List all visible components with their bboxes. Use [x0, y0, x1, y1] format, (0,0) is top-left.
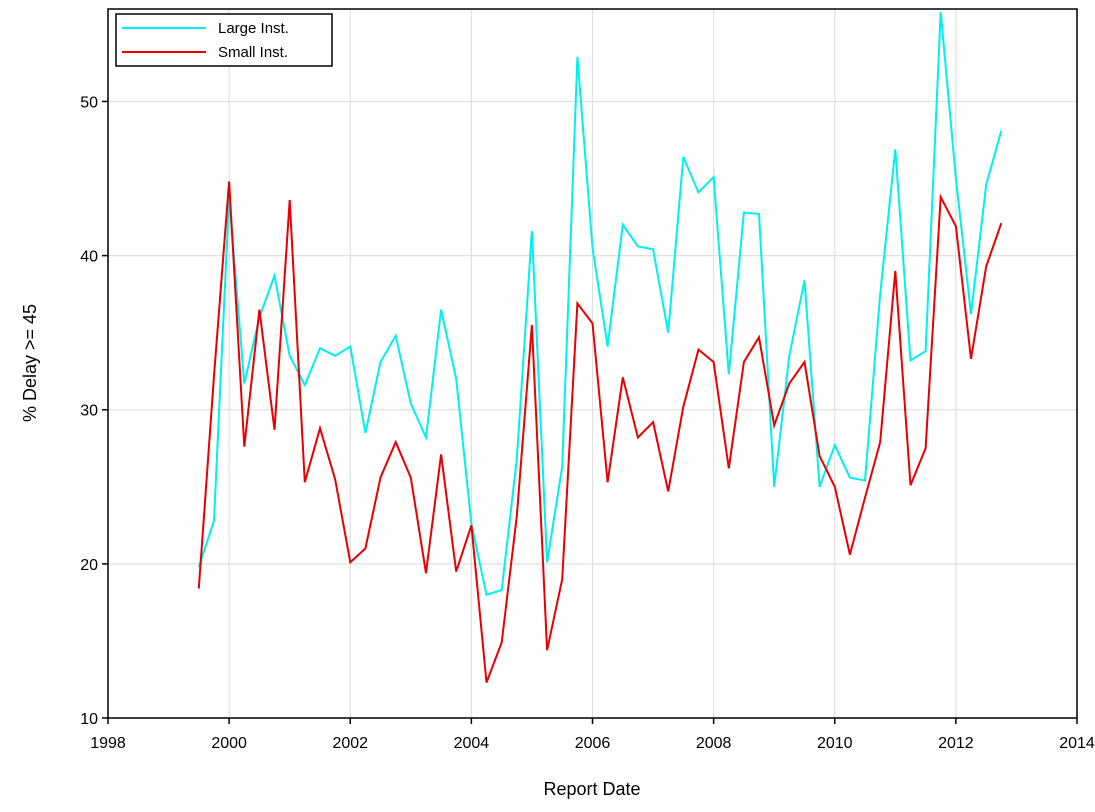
x-tick-label: 2000 [211, 735, 247, 752]
x-tick-label: 2002 [332, 735, 368, 752]
x-tick-label: 2014 [1059, 735, 1095, 752]
x-axis: 1998 2000 2002 2004 2006 2008 2010 2012 2014 [90, 718, 1095, 752]
y-tick-label: 20 [80, 557, 98, 574]
legend: Large Inst. Small Inst. [115, 13, 333, 67]
x-tick-label: 2012 [938, 735, 974, 752]
x-tick-label: 2004 [454, 735, 490, 752]
y-axis: 10 20 30 40 50 [80, 94, 108, 728]
y-tick-label: 10 [80, 711, 98, 728]
x-tick-label: 2006 [575, 735, 611, 752]
y-tick-label: 30 [80, 403, 98, 420]
x-tick-label: 1998 [90, 735, 126, 752]
x-tick-label: 2010 [817, 735, 853, 752]
y-tick-label: 50 [80, 94, 98, 111]
x-tick-label: 2008 [696, 735, 732, 752]
series-line-small-inst [197, 181, 1003, 683]
legend-box [115, 13, 333, 67]
legend-label: Small Inst. [218, 44, 288, 61]
x-axis-title: Report Date [543, 779, 640, 799]
series-lines [197, 12, 1003, 683]
y-axis-title: % Delay >= 45 [20, 304, 40, 422]
series-line-large-inst [197, 12, 1003, 596]
y-tick-label: 40 [80, 249, 98, 266]
legend-label: Large Inst. [218, 20, 289, 37]
